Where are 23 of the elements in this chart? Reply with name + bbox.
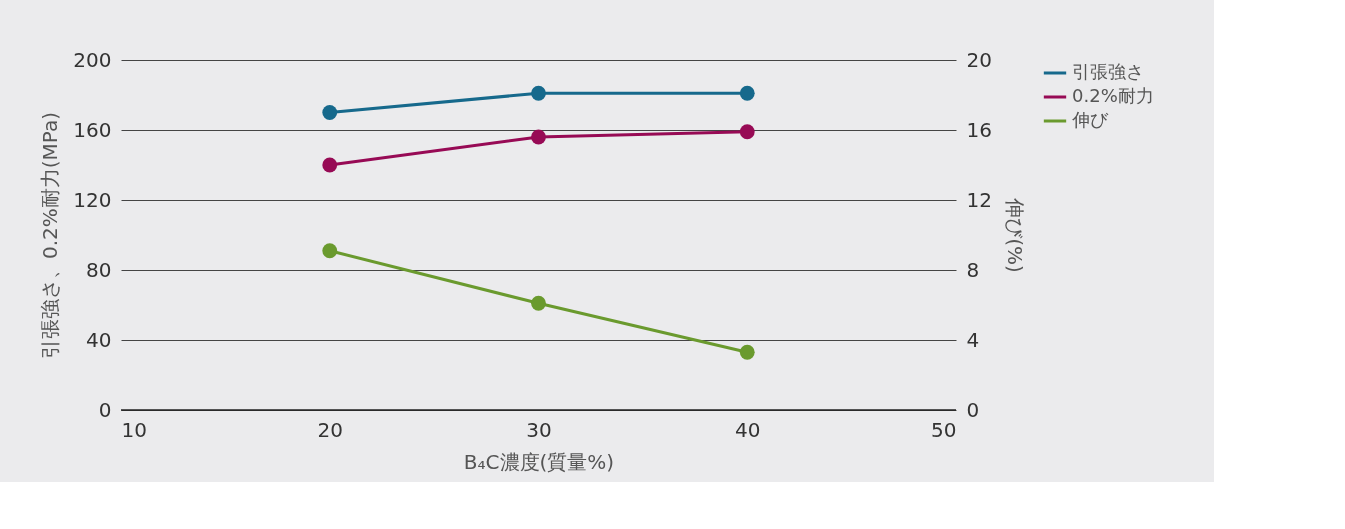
legend-label: 0.2%耐力	[1072, 85, 1154, 106]
y2-tick-label: 4	[966, 327, 980, 352]
x-tick-label: 30	[526, 417, 552, 442]
y2-tick-label: 12	[966, 187, 992, 212]
y2-tick-label: 0	[966, 397, 980, 422]
x-axis-title: B₄C濃度(質量%)	[463, 449, 615, 474]
y2-tick-label: 8	[966, 257, 980, 282]
y2-axis-title: 伸び(%)	[1002, 197, 1027, 273]
x-tick-label: 40	[735, 417, 761, 442]
y2-tick-label: 16	[966, 117, 992, 142]
y-axis-title: 引張強さ、0.2%耐力(MPa)	[38, 111, 63, 360]
y-tick-label: 80	[86, 257, 112, 282]
y-tick-label: 160	[73, 117, 112, 142]
y-tick-label: 120	[73, 187, 112, 212]
x-tick-label: 50	[931, 417, 957, 442]
y-tick-label: 40	[86, 327, 112, 352]
y-tick-label: 200	[73, 47, 112, 72]
legend-label: 伸び	[1071, 109, 1109, 130]
y-tick-label: 0	[98, 397, 112, 422]
x-tick-label: 20	[317, 417, 343, 442]
legend-label: 引張強さ	[1072, 61, 1144, 82]
y2-tick-label: 20	[966, 47, 992, 72]
x-tick-label: 10	[121, 417, 147, 442]
